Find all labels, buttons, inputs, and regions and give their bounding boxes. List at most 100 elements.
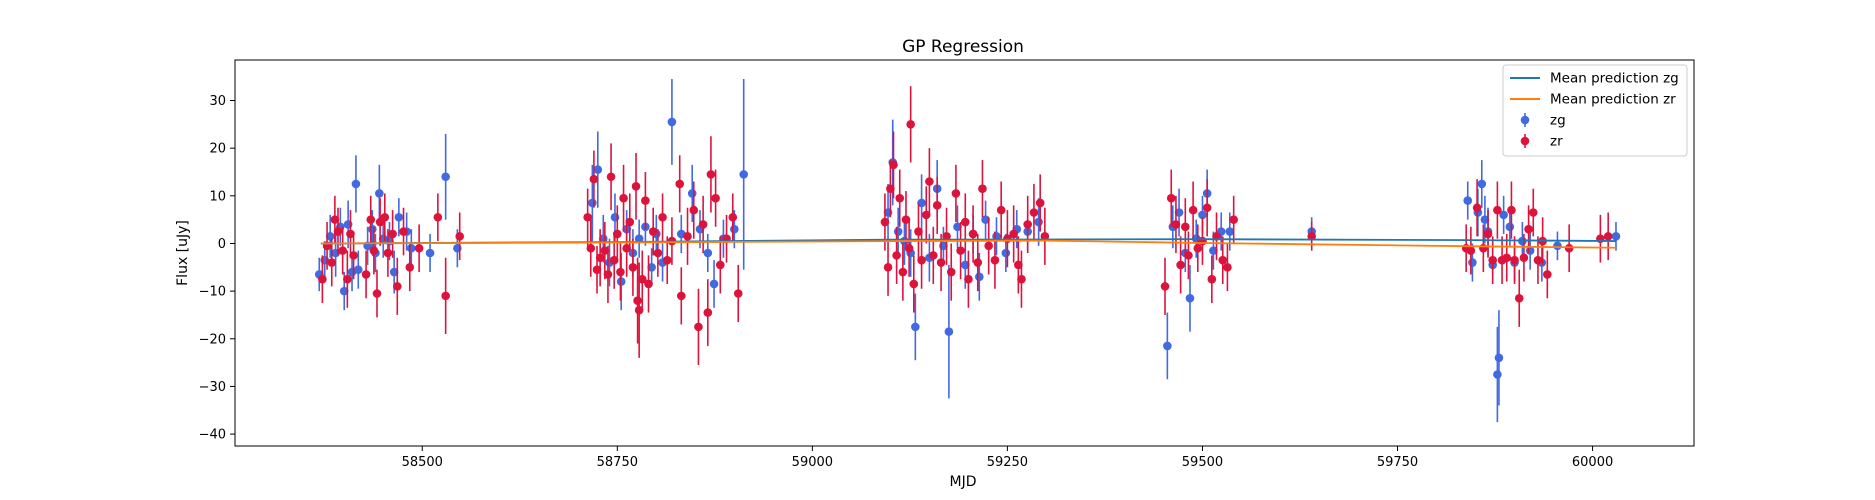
zr-data-point bbox=[596, 253, 605, 262]
zr-data-point bbox=[1493, 206, 1502, 215]
zr-data-point bbox=[388, 230, 397, 239]
zg-data-point bbox=[945, 327, 954, 336]
zr-data-point bbox=[1484, 230, 1493, 239]
zr-data-point bbox=[937, 258, 946, 267]
zg-data-point bbox=[407, 244, 416, 253]
zr-data-point bbox=[1229, 215, 1238, 224]
zr-data-point bbox=[881, 218, 890, 227]
zr-data-point bbox=[1488, 256, 1497, 265]
x-axis-title: MJD bbox=[950, 474, 977, 490]
zr-data-point bbox=[677, 292, 686, 301]
zg-data-point bbox=[688, 189, 697, 198]
zr-data-point bbox=[366, 215, 375, 224]
zr-data-point bbox=[964, 275, 973, 284]
zr-data-point bbox=[929, 251, 938, 260]
zr-data-point bbox=[991, 256, 1000, 265]
zr-data-point bbox=[338, 246, 347, 255]
zr-data-point bbox=[952, 189, 961, 198]
zr-data-point bbox=[393, 282, 402, 291]
zr-data-point bbox=[1467, 246, 1476, 255]
zg-data-point bbox=[426, 249, 435, 258]
plot-area bbox=[235, 60, 1694, 446]
x-tick-label: 59250 bbox=[987, 455, 1028, 470]
zr-data-point bbox=[1017, 275, 1026, 284]
legend-marker-swatch bbox=[1521, 116, 1530, 125]
zr-data-point bbox=[1604, 232, 1613, 241]
zr-data-point bbox=[716, 261, 725, 270]
zr-data-point bbox=[586, 244, 595, 253]
zr-data-point bbox=[707, 170, 716, 179]
zr-data-point bbox=[405, 263, 414, 272]
zr-data-point bbox=[1030, 208, 1039, 217]
zr-data-point bbox=[607, 172, 616, 181]
zr-data-point bbox=[984, 242, 993, 251]
zr-data-point bbox=[654, 249, 663, 258]
zr-data-point bbox=[1529, 208, 1538, 217]
zr-data-point bbox=[906, 120, 915, 129]
zr-data-point bbox=[1198, 237, 1207, 246]
zr-data-point bbox=[327, 258, 336, 267]
zr-data-point bbox=[1009, 230, 1018, 239]
zr-data-point bbox=[1167, 194, 1176, 203]
zr-data-point bbox=[1223, 263, 1232, 272]
zg-data-point bbox=[1163, 342, 1172, 351]
zr-data-point bbox=[1524, 225, 1533, 234]
zg-data-point bbox=[975, 273, 984, 282]
zr-data-point bbox=[704, 308, 713, 317]
zr-data-point bbox=[1036, 199, 1045, 208]
zr-data-point bbox=[1161, 282, 1170, 291]
legend-label: Mean prediction zr bbox=[1550, 92, 1676, 108]
zr-data-point bbox=[434, 213, 443, 222]
zr-data-point bbox=[1473, 203, 1482, 212]
zr-data-point bbox=[455, 232, 464, 241]
y-tick-label: 10 bbox=[209, 189, 226, 204]
zr-data-point bbox=[905, 244, 914, 253]
zr-data-point bbox=[1172, 220, 1181, 229]
y-tick-label: −20 bbox=[199, 332, 226, 347]
zr-data-point bbox=[699, 220, 708, 229]
zr-data-point bbox=[1023, 220, 1032, 229]
zr-data-point bbox=[318, 275, 327, 284]
zr-data-point bbox=[899, 268, 908, 277]
y-tick-label: −40 bbox=[199, 428, 226, 443]
legend-label: zr bbox=[1550, 134, 1563, 150]
zr-data-point bbox=[947, 268, 956, 277]
zr-data-point bbox=[343, 275, 352, 284]
y-tick-label: 20 bbox=[209, 142, 226, 157]
zr-data-point bbox=[349, 251, 358, 260]
zr-data-point bbox=[658, 213, 667, 222]
zr-data-point bbox=[1193, 244, 1202, 253]
zr-data-point bbox=[629, 263, 638, 272]
zr-data-point bbox=[917, 256, 926, 265]
legend-label: zg bbox=[1550, 113, 1566, 129]
zg-data-point bbox=[1553, 242, 1562, 251]
zg-data-point bbox=[354, 265, 363, 274]
zg-data-point bbox=[593, 165, 602, 174]
x-tick-label: 60000 bbox=[1572, 455, 1613, 470]
zr-data-point bbox=[625, 218, 634, 227]
zg-data-point bbox=[730, 225, 739, 234]
legend-label: Mean prediction zg bbox=[1550, 71, 1679, 87]
zr-data-point bbox=[370, 246, 379, 255]
zr-data-point bbox=[381, 213, 390, 222]
zr-data-point bbox=[616, 268, 625, 277]
zg-data-point bbox=[1002, 249, 1011, 258]
zg-data-point bbox=[1463, 196, 1472, 205]
zr-data-point bbox=[1507, 206, 1516, 215]
zr-data-point bbox=[590, 175, 599, 184]
zr-data-point bbox=[1189, 206, 1198, 215]
zr-data-point bbox=[1203, 203, 1212, 212]
zr-data-point bbox=[613, 230, 622, 239]
zr-data-point bbox=[694, 323, 703, 332]
zg-data-point bbox=[395, 213, 404, 222]
y-tick-label: 30 bbox=[209, 94, 226, 109]
zr-data-point bbox=[1181, 222, 1190, 231]
zg-data-point bbox=[1506, 222, 1515, 231]
x-tick-label: 59500 bbox=[1182, 455, 1223, 470]
zr-data-point bbox=[362, 270, 371, 279]
zr-data-point bbox=[644, 280, 653, 289]
zg-data-point bbox=[911, 323, 920, 332]
zg-data-point bbox=[739, 170, 748, 179]
zg-data-point bbox=[1225, 227, 1234, 236]
zr-data-point bbox=[1565, 244, 1574, 253]
